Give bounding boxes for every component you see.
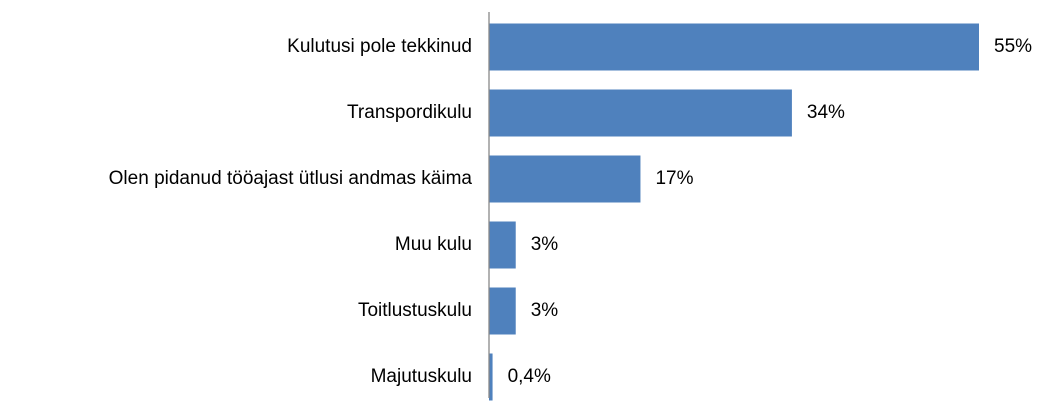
category-label: Majutuskulu [371,366,472,387]
bar [489,221,516,269]
value-label: 0,4% [508,366,551,387]
value-label: 3% [531,234,559,255]
bar [489,287,516,335]
value-label: 3% [531,300,559,321]
category-label: Olen pidanud tööajast ütlusi andmas käim… [109,168,473,189]
bar [489,155,641,203]
value-label: 34% [807,102,845,123]
bar [489,353,493,401]
category-label: Transpordikulu [347,102,472,123]
bar [489,89,792,137]
value-label: 17% [655,168,693,189]
category-label: Toitlustuskulu [358,300,472,321]
category-label: Kulutusi pole tekkinud [287,36,472,57]
bar [489,23,979,71]
value-label: 55% [994,36,1032,57]
category-label: Muu kulu [395,234,472,255]
